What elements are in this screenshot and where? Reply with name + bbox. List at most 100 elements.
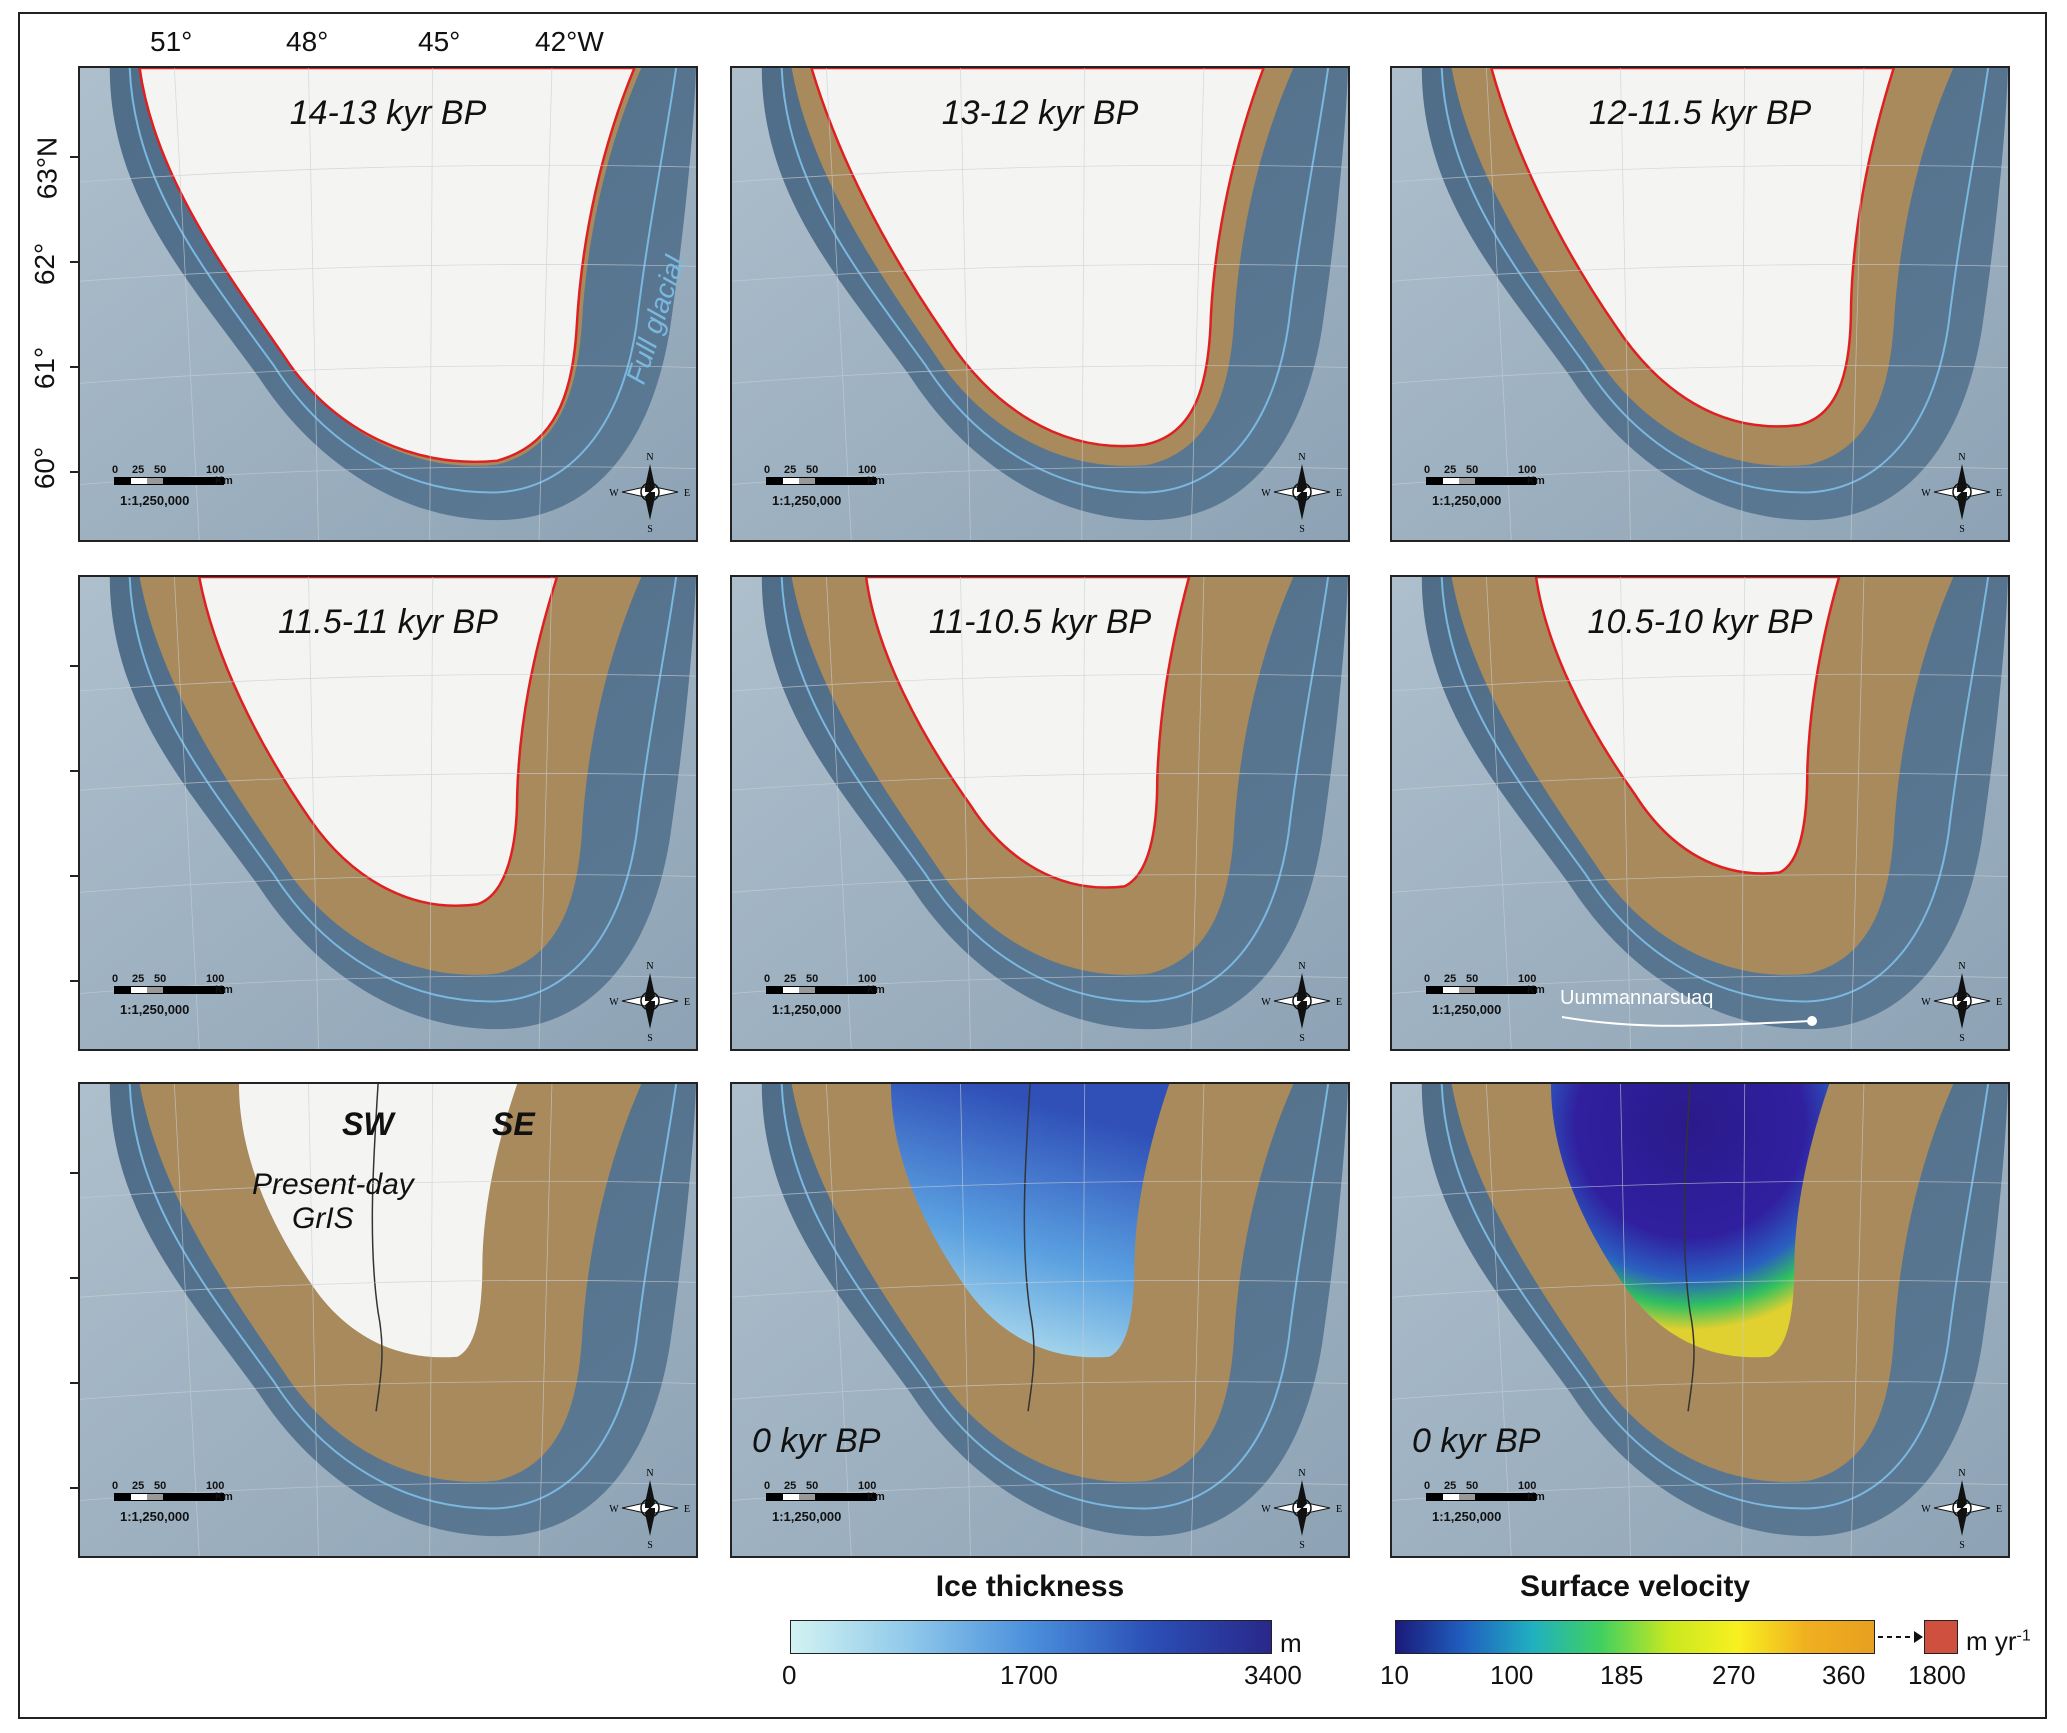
scale-label-100: 100 — [206, 973, 225, 985]
lat-tick — [70, 471, 78, 473]
lat-tick — [70, 1172, 78, 1174]
lat-tick — [70, 665, 78, 667]
scale-bar: 0 25 50 100 Km 1:1,250,000 — [1422, 464, 1545, 508]
uummannarsuaq-label: Uummannarsuaq — [1560, 987, 1714, 1009]
lat-tick — [70, 875, 78, 877]
svg-text:W: W — [1921, 488, 1931, 499]
scale-label-100: 100 — [858, 1480, 877, 1492]
full-glacial-line — [1440, 68, 1990, 494]
svg-text:W: W — [1261, 1504, 1271, 1515]
full-glacial-line — [128, 1084, 678, 1510]
scale-label-0: 0 — [112, 464, 119, 476]
lat-tick — [70, 156, 78, 158]
map-drawing — [1392, 68, 2008, 540]
graticule — [1392, 577, 2008, 1049]
scale-label-25: 25 — [1444, 973, 1457, 985]
svg-text:S: S — [647, 1540, 653, 1550]
map-drawing — [732, 577, 1348, 1049]
lon-label-42w: 42°W — [535, 26, 604, 57]
map-panel-6: 10.5-10 kyr BP 0 25 50 100 Km 1:1,250,00… — [1390, 575, 2010, 1051]
scale-bar: 0 25 50 100 Km 1:1,250,000 — [110, 464, 233, 508]
svg-text:N: N — [1958, 1468, 1965, 1479]
full-glacial-line — [780, 577, 1330, 1003]
scale-label-25: 25 — [132, 973, 145, 985]
map-drawing — [1392, 1084, 2008, 1556]
ice-thickness-legend-title: Ice thickness — [935, 1570, 1125, 1603]
ice-sheet — [810, 68, 1265, 448]
full-glacial-line — [128, 577, 678, 1003]
velocity-tick-100: 100 — [1490, 1660, 1534, 1690]
velocity-tick-10: 10 — [1380, 1660, 1409, 1690]
svg-text:W: W — [1261, 997, 1271, 1008]
scale-label-0: 0 — [112, 973, 119, 985]
scale-ratio: 1:1,250,000 — [1432, 1002, 1502, 1017]
scale-label-50: 50 — [154, 973, 167, 985]
scale-ratio: 1:1,250,000 — [772, 493, 842, 508]
lat-tick — [70, 770, 78, 772]
compass-rose-icon: N S W E — [1261, 961, 1342, 1043]
ice-sheet — [864, 577, 1191, 889]
scale-unit: Km — [1527, 1491, 1545, 1503]
scale-label-0: 0 — [764, 464, 771, 476]
compass-rose-icon: N S W E — [609, 452, 690, 534]
map-drawing — [80, 68, 696, 540]
svg-text:W: W — [609, 997, 619, 1008]
graticule — [732, 577, 1348, 1049]
velocity-arrow-icon — [1878, 1631, 1923, 1643]
lat-tick — [70, 1382, 78, 1384]
ice-divide-line — [371, 1084, 383, 1412]
panel-title: 14-13 kyr BP — [289, 94, 487, 132]
scale-label-50: 50 — [806, 973, 819, 985]
scale-bar: 0 25 50 100 Km 1:1,250,000 — [762, 973, 885, 1017]
lat-tick — [70, 980, 78, 982]
panel-title: 11.5-11 kyr BP — [278, 603, 498, 641]
svg-text:E: E — [684, 488, 690, 499]
ice-thickness-tick-1700: 1700 — [1000, 1660, 1058, 1690]
ice-sheet — [1550, 1084, 1830, 1358]
scale-unit: Km — [215, 984, 233, 996]
map-panel-9: 0 kyr BP 0 25 50 100 Km 1:1,250,000 — [1390, 1082, 2010, 1558]
ice-divide-line — [1023, 1084, 1035, 1412]
scale-bar: 0 25 50 100 Km 1:1,250,000 — [1422, 973, 1545, 1017]
svg-text:W: W — [609, 1504, 619, 1515]
svg-text:N: N — [1298, 452, 1305, 463]
scale-label-25: 25 — [132, 1480, 145, 1492]
lat-label-62: 62° — [29, 242, 61, 286]
scale-label-25: 25 — [1444, 464, 1457, 476]
svg-text:E: E — [1336, 997, 1342, 1008]
compass-rose-icon: N S W E — [1921, 452, 2002, 534]
graticule — [1392, 1084, 2008, 1556]
compass-rose-icon: N S W E — [1261, 1468, 1342, 1550]
scale-label-100: 100 — [1518, 1480, 1537, 1492]
panel-title: 10.5-10 kyr BP — [1587, 603, 1813, 641]
svg-text:W: W — [1921, 1504, 1931, 1515]
lat-tick — [70, 1277, 78, 1279]
se-label: SE — [492, 1106, 535, 1142]
lat-tick — [70, 1487, 78, 1489]
map-drawing — [80, 1084, 696, 1556]
scale-label-100: 100 — [1518, 973, 1537, 985]
full-glacial-line — [1440, 1084, 1990, 1510]
lon-label-45: 45° — [418, 26, 461, 57]
full-glacial-line — [780, 68, 1330, 494]
panel-title: 0 kyr BP — [1412, 1422, 1541, 1460]
scale-unit: Km — [867, 984, 885, 996]
map-drawing — [80, 577, 696, 1049]
panel-title: 11-10.5 kyr BP — [928, 603, 1152, 641]
map-panel-7: 0 25 50 100 Km 1:1,250,000 N S — [78, 1082, 698, 1558]
svg-text:S: S — [1299, 1033, 1305, 1043]
svg-text:N: N — [1298, 1468, 1305, 1479]
scale-label-50: 50 — [154, 464, 167, 476]
scale-ratio: 1:1,250,000 — [772, 1002, 842, 1017]
scale-ratio: 1:1,250,000 — [120, 1509, 190, 1524]
scale-unit: Km — [867, 1491, 885, 1503]
svg-text:S: S — [1299, 1540, 1305, 1550]
velocity-tick-185: 185 — [1600, 1660, 1644, 1690]
scale-label-50: 50 — [1466, 464, 1479, 476]
scale-label-25: 25 — [784, 973, 797, 985]
scale-ratio: 1:1,250,000 — [772, 1509, 842, 1524]
ice-sheet — [1490, 68, 1896, 428]
scale-label-100: 100 — [206, 1480, 225, 1492]
surface-velocity-legend-title: Surface velocity — [1519, 1570, 1751, 1603]
scale-label-25: 25 — [1444, 1480, 1457, 1492]
